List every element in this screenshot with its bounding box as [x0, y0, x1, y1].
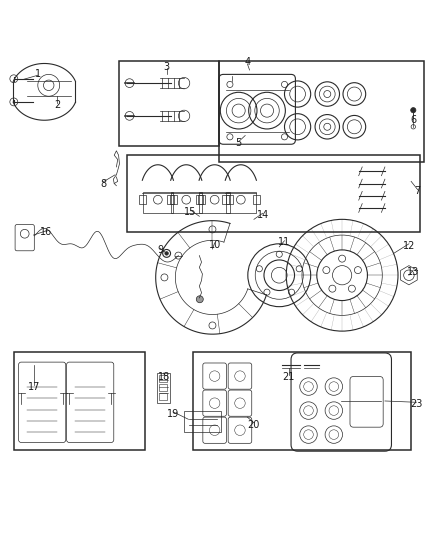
Text: 3: 3	[163, 61, 170, 71]
Bar	[143, 192, 173, 213]
Bar	[196, 195, 203, 204]
Bar	[119, 61, 219, 147]
Bar	[193, 352, 411, 450]
Text: 7: 7	[414, 187, 421, 196]
Text: 12: 12	[403, 240, 415, 251]
Text: 15: 15	[184, 207, 197, 217]
Bar	[159, 375, 167, 382]
Text: 19: 19	[167, 409, 179, 418]
Bar	[219, 61, 424, 161]
Circle shape	[165, 252, 168, 255]
Bar	[139, 195, 146, 204]
Text: 6: 6	[410, 115, 417, 125]
Bar	[167, 195, 174, 204]
Bar	[159, 393, 167, 400]
Text: 11: 11	[279, 238, 291, 247]
Text: 4: 4	[244, 57, 251, 67]
Bar	[226, 195, 233, 204]
Text: 16: 16	[40, 228, 53, 237]
Bar	[222, 195, 229, 204]
Text: 14: 14	[257, 210, 269, 220]
Text: 1: 1	[35, 69, 41, 78]
Bar	[127, 155, 420, 231]
Text: 20: 20	[248, 419, 260, 430]
Text: 8: 8	[100, 179, 106, 189]
Bar	[199, 192, 230, 213]
Bar	[157, 373, 170, 403]
Text: 21: 21	[283, 372, 295, 382]
Bar	[198, 195, 205, 204]
Text: 9: 9	[157, 245, 163, 255]
Bar	[170, 195, 177, 204]
Text: 13: 13	[407, 266, 420, 277]
Circle shape	[196, 296, 203, 303]
Bar	[171, 192, 201, 213]
Bar	[253, 195, 260, 204]
Circle shape	[411, 108, 416, 113]
Text: 23: 23	[410, 399, 423, 409]
Text: 5: 5	[236, 139, 242, 148]
Text: 10: 10	[208, 240, 221, 249]
Bar	[14, 352, 145, 450]
Text: 2: 2	[54, 100, 60, 110]
Bar	[159, 384, 167, 391]
Text: 18: 18	[158, 372, 170, 382]
Bar	[226, 192, 256, 213]
Bar	[184, 410, 221, 432]
Text: 17: 17	[28, 382, 40, 392]
